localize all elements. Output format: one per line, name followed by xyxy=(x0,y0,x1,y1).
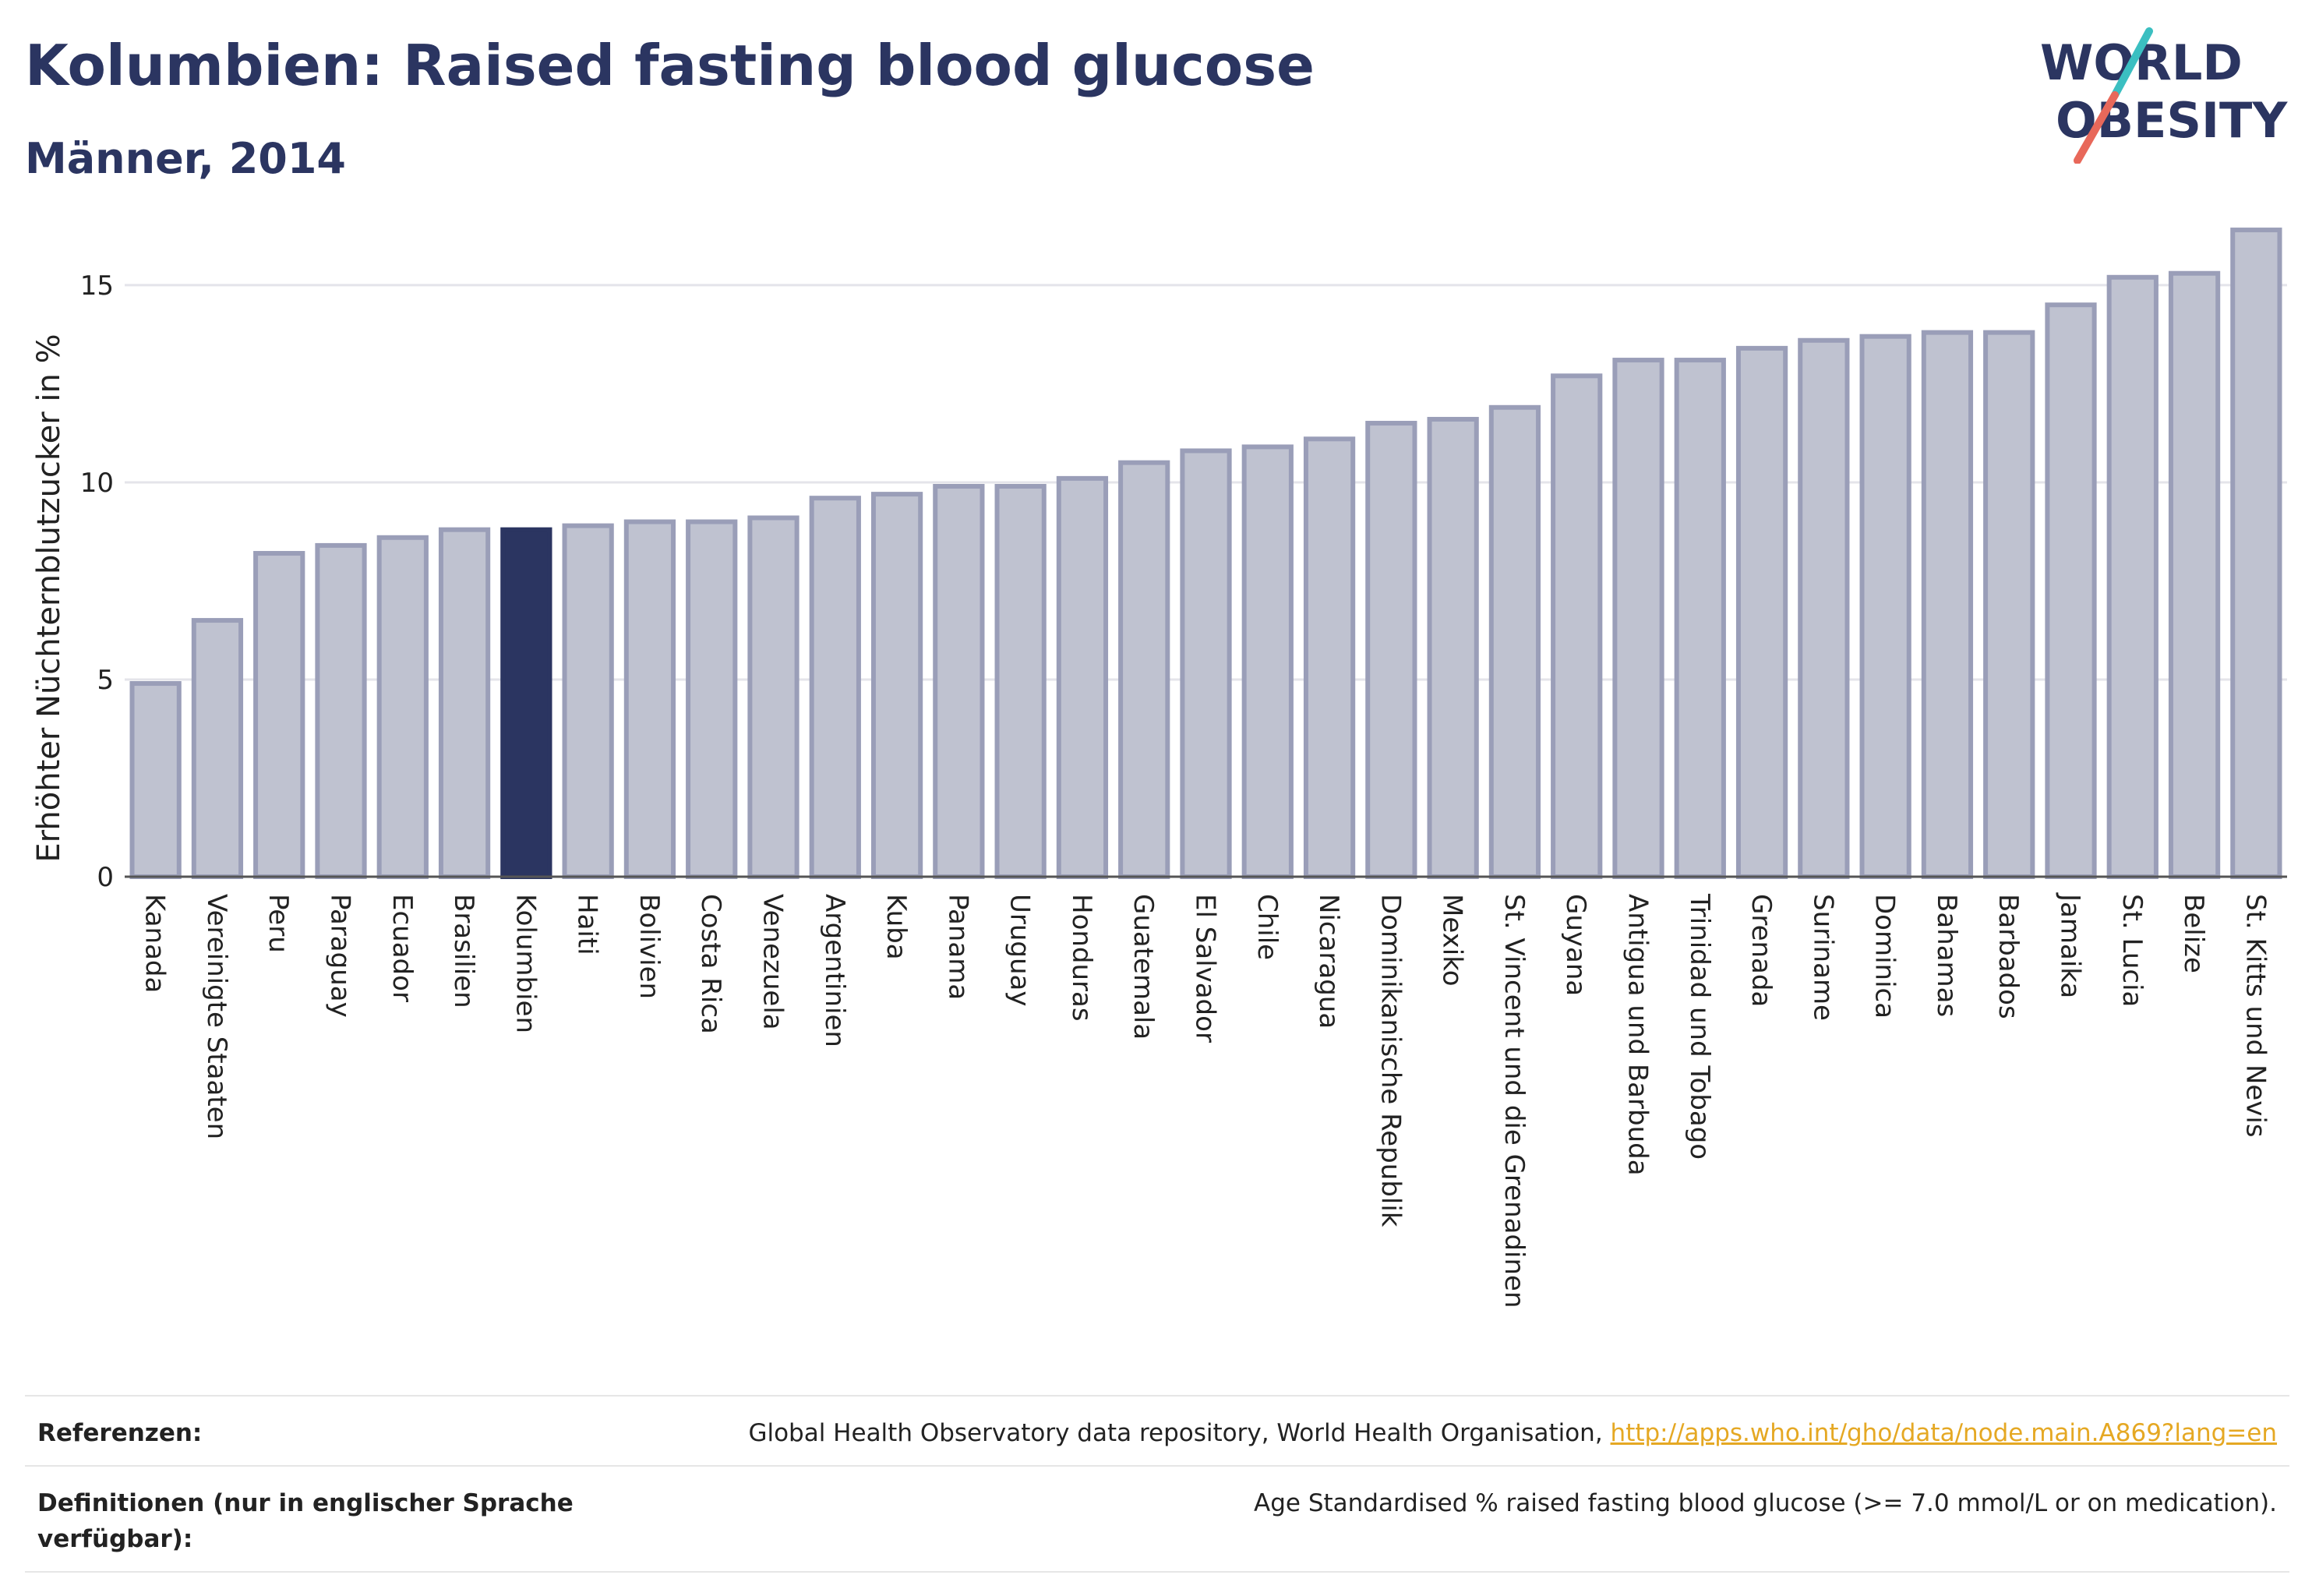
category-label: Nicaragua xyxy=(1313,894,1344,1029)
category-label: Kuba xyxy=(881,894,912,960)
category-label: Chile xyxy=(1251,894,1283,960)
bar-chart: 0 5 10 15 Kanada Vereinigte Staaten Peru Parag… xyxy=(31,228,2287,1308)
bar-chile xyxy=(1241,444,1294,879)
category-label: Trinidad und Tobago xyxy=(1684,893,1715,1160)
y-axis-label: Erhöhter Nüchternblutzucker in % xyxy=(31,334,67,862)
category-label: Bahamas xyxy=(1931,894,1962,1017)
bar-kanada xyxy=(129,681,182,879)
bar-nicaragua xyxy=(1303,436,1356,879)
category-label: Suriname xyxy=(1807,894,1838,1021)
bar-guyana xyxy=(1551,373,1603,879)
bar-honduras xyxy=(1056,475,1109,879)
bar-st-vincent-und-die-grenadinen xyxy=(1488,404,1541,879)
bar-st-kitts-und-nevis xyxy=(2230,228,2282,879)
category-label: Antigua und Barbuda xyxy=(1622,894,1654,1176)
category-label: Paraguay xyxy=(325,894,356,1018)
bar-mexiko xyxy=(1427,416,1479,879)
y-tick-label: 0 xyxy=(97,862,114,893)
references-value: Global Health Observatory data repositor… xyxy=(748,1415,2277,1451)
category-label: Barbados xyxy=(1993,894,2024,1019)
bar-panama xyxy=(933,484,985,879)
bar-brasilien xyxy=(438,527,491,880)
logo-slash-teal xyxy=(2111,27,2153,99)
definitions-label: Definitionen (nur in englischer Sprache … xyxy=(37,1489,574,1553)
category-label: Argentinien xyxy=(819,894,850,1047)
bar-bolivien xyxy=(623,519,676,880)
bar-el-salvador xyxy=(1180,448,1232,879)
bar-antigua-und-barbuda xyxy=(1612,358,1664,879)
category-label: Kanada xyxy=(139,894,171,993)
bar-barbados xyxy=(1983,330,2035,879)
category-labels: Kanada Vereinigte Staaten Peru Paraguay Ecua… xyxy=(139,892,2271,1308)
category-label: Jamaika xyxy=(2055,892,2086,998)
category-label: Mexiko xyxy=(1437,894,1468,987)
category-label: Bolivien xyxy=(634,894,665,999)
category-label: St. Vincent und die Grenadinen xyxy=(1498,894,1530,1308)
category-label: St. Lucia xyxy=(2116,894,2148,1007)
category-label: Brasilien xyxy=(448,894,479,1008)
category-label: Costa Rica xyxy=(695,894,726,1034)
category-label: Haiti xyxy=(572,894,603,955)
footer: Referenzen: Global Health Observatory da… xyxy=(25,1395,2289,1573)
bar-grenada xyxy=(1735,345,1788,879)
category-label: Venezuela xyxy=(757,894,789,1030)
bars xyxy=(129,228,2282,880)
category-label: Honduras xyxy=(1066,894,1097,1022)
category-label: Dominikanische Republik xyxy=(1375,894,1406,1227)
bar-paraguay xyxy=(315,542,367,880)
bar-venezuela xyxy=(747,515,800,879)
bar-jamaika xyxy=(2045,302,2097,880)
category-label: Panama xyxy=(942,894,973,1000)
bar-costa-rica xyxy=(686,519,738,880)
category-label: Ecuador xyxy=(387,894,418,1002)
references-row: Referenzen: Global Health Observatory da… xyxy=(25,1395,2289,1465)
logo-slash-red xyxy=(2074,91,2119,164)
category-label: Belize xyxy=(2178,894,2209,973)
bar-vereinigte-staaten xyxy=(191,618,244,879)
category-label: Dominica xyxy=(1869,894,1901,1019)
bar-peru xyxy=(253,551,305,879)
category-label: Uruguay xyxy=(1004,894,1036,1007)
references-link[interactable]: http://apps.who.int/gho/data/node.main.A… xyxy=(1610,1419,2277,1447)
bar-dominikanische-republik xyxy=(1365,421,1417,879)
references-text: Global Health Observatory data repositor… xyxy=(748,1419,1611,1447)
category-label: Guatemala xyxy=(1128,894,1159,1040)
definitions-value: Age Standardised % raised fasting blood … xyxy=(1254,1489,2277,1517)
page-subtitle: Männer, 2014 xyxy=(25,134,346,183)
category-label: Peru xyxy=(263,894,294,953)
y-tick-label: 5 xyxy=(97,665,114,696)
bar-argentinien xyxy=(809,496,861,879)
y-tick-label: 15 xyxy=(80,270,114,302)
category-label: St. Kitts und Nevis xyxy=(2240,894,2271,1138)
world-obesity-logo: WORLD OBESITY xyxy=(2040,27,2288,164)
y-tick-labels: 0 5 10 15 xyxy=(80,270,114,893)
bar-haiti xyxy=(562,523,614,880)
references-label: Referenzen: xyxy=(37,1419,203,1447)
bar-kolumbien xyxy=(500,527,552,880)
category-label: Kolumbien xyxy=(510,894,541,1033)
category-label: Grenada xyxy=(1746,894,1777,1007)
bar-dominica xyxy=(1859,334,1911,879)
y-tick-label: 10 xyxy=(80,468,114,499)
bar-bahamas xyxy=(1921,330,1974,879)
category-label: Guyana xyxy=(1560,894,1591,996)
bar-trinidad-und-tobago xyxy=(1674,358,1726,879)
page-title: Kolumbien: Raised fasting blood glucose xyxy=(25,33,1315,98)
bar-suriname xyxy=(1798,337,1850,879)
category-label: Vereinigte Staaten xyxy=(201,894,232,1139)
category-label: El Salvador xyxy=(1190,894,1221,1043)
bar-guatemala xyxy=(1118,460,1170,879)
bar-kuba xyxy=(870,492,923,879)
bar-st-lucia xyxy=(2106,274,2159,879)
bar-belize xyxy=(2168,270,2221,879)
logo-word-2: OBESITY xyxy=(2056,92,2288,149)
bar-uruguay xyxy=(994,484,1047,879)
bar-ecuador xyxy=(376,535,429,880)
definitions-row: Definitionen (nur in englischer Sprache … xyxy=(25,1465,2289,1573)
